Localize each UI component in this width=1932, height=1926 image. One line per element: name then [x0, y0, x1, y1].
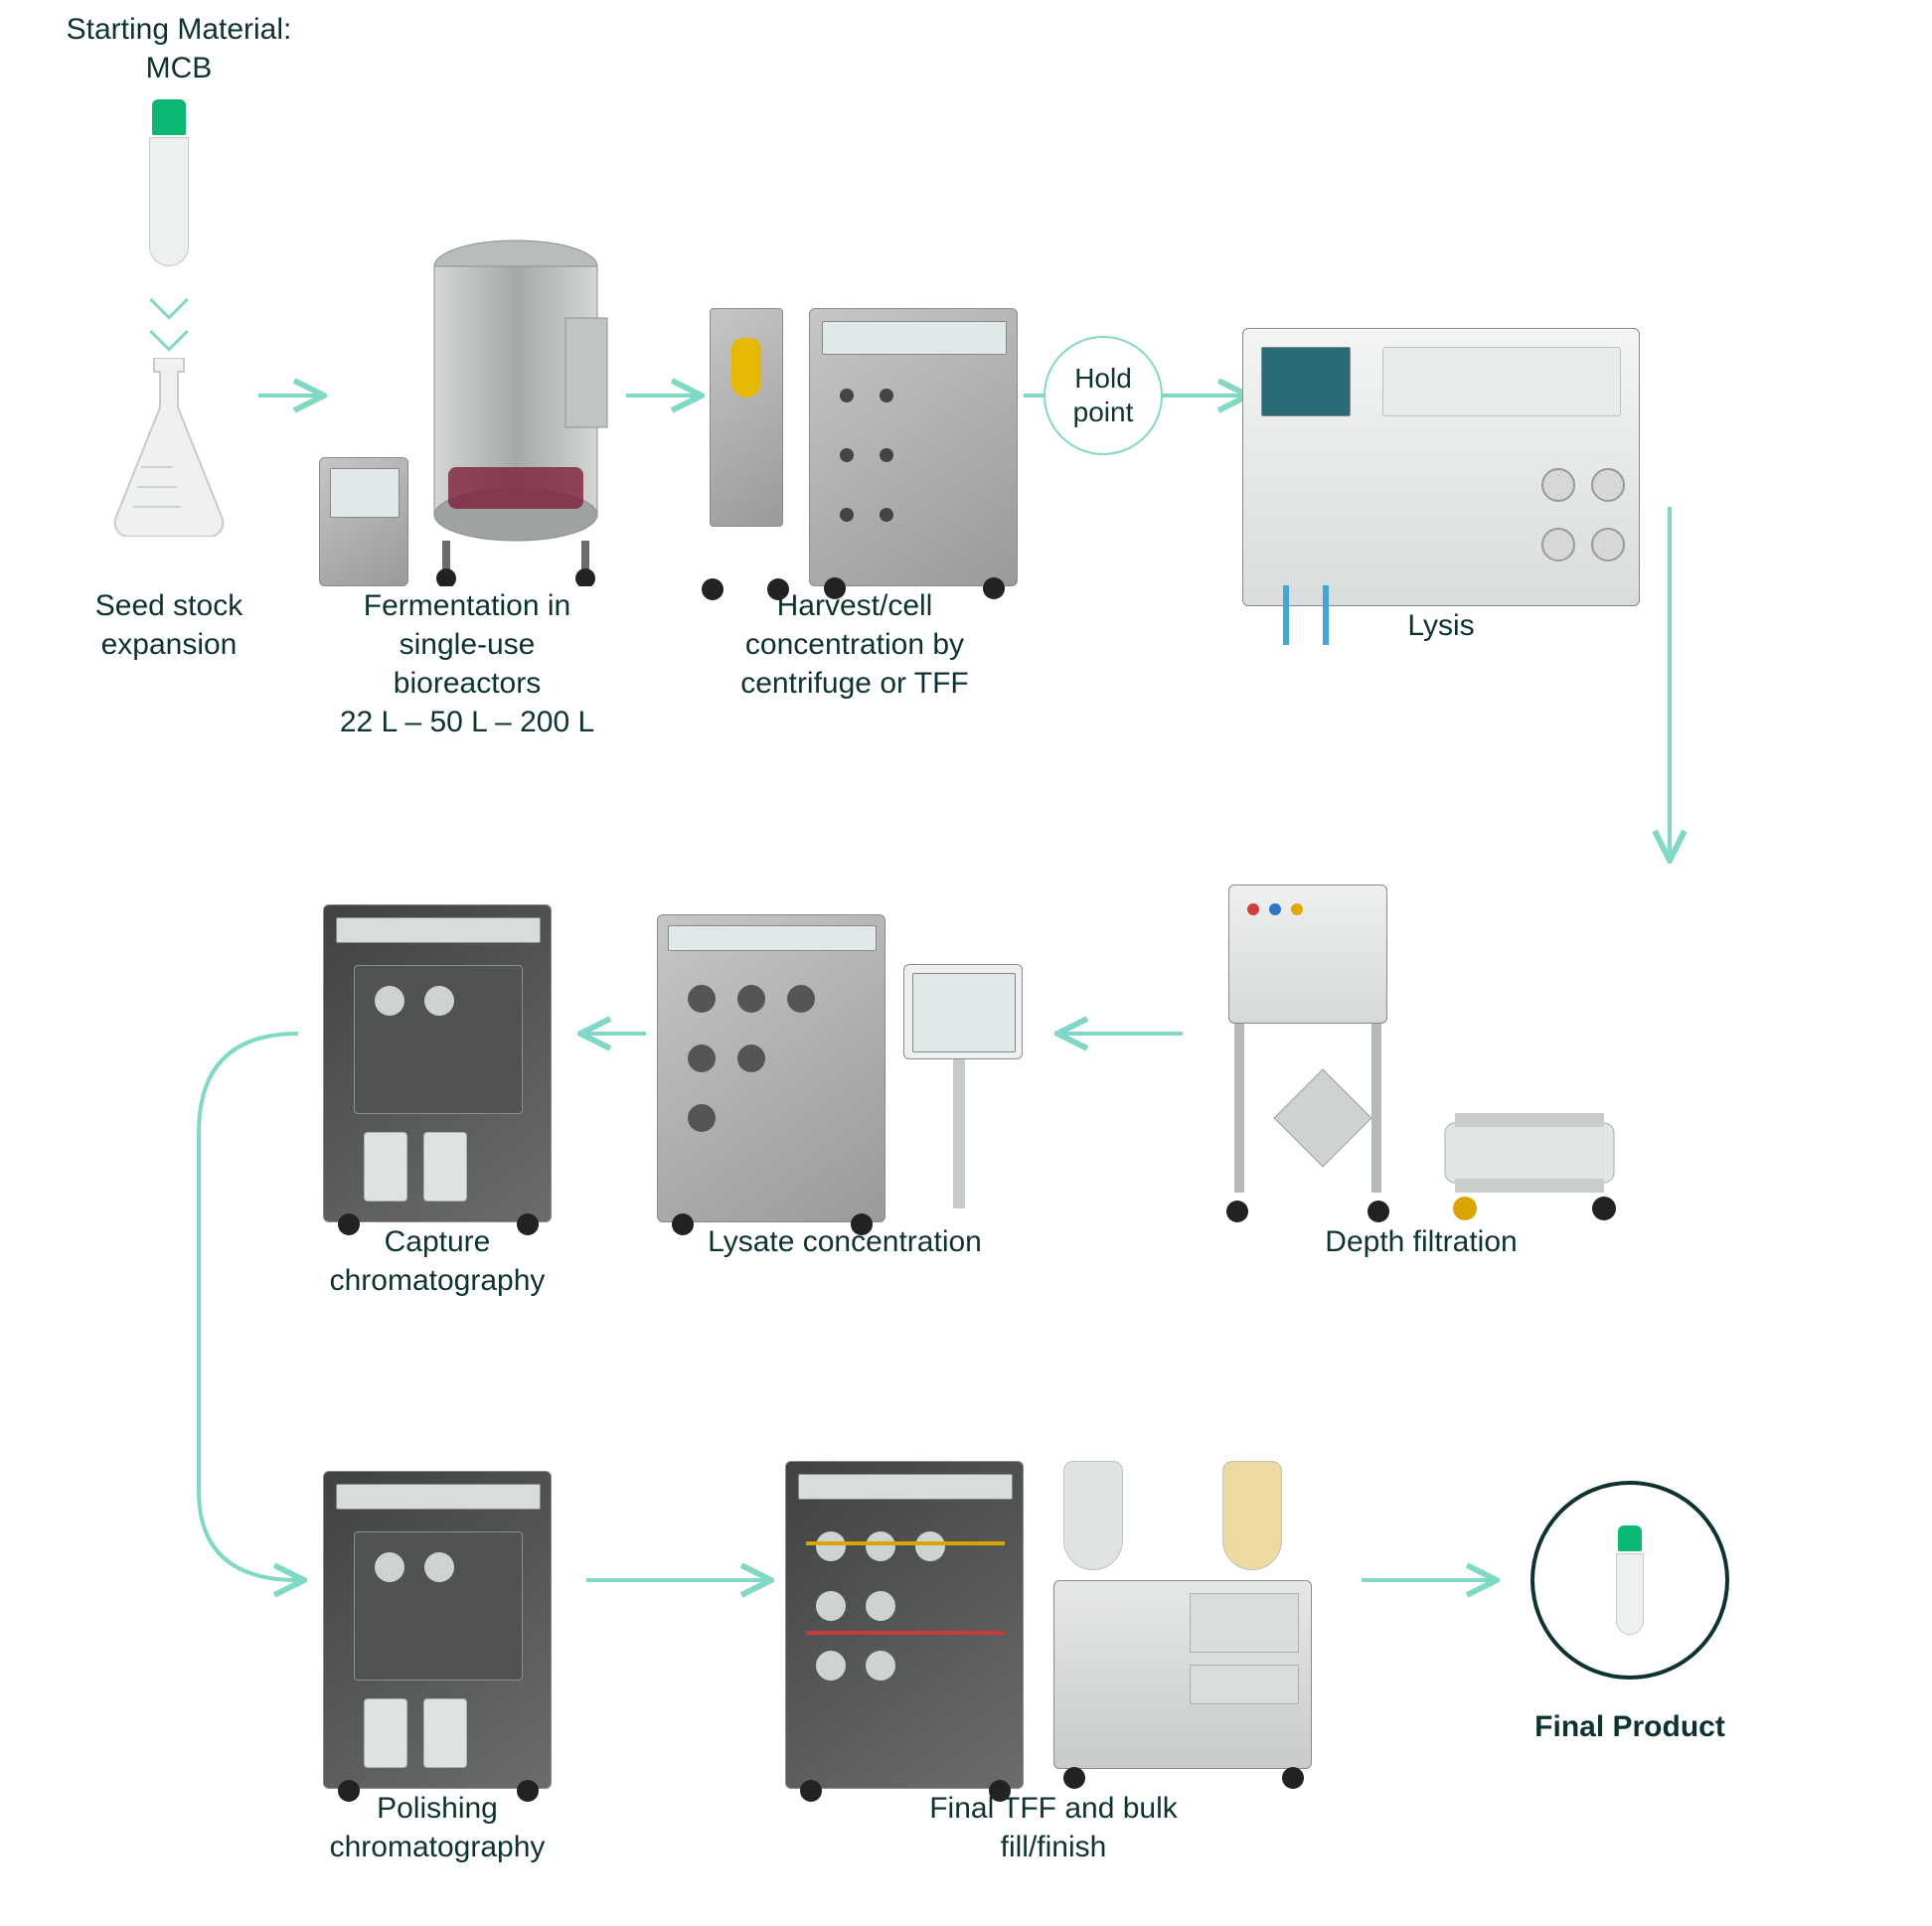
node-final-tff-label: Final TFF and bulk fill/finish	[929, 1789, 1178, 1866]
node-polish: Polishing chromatography	[288, 1431, 586, 1866]
header-label: Starting Material: MCB	[67, 10, 292, 87]
node-capture-label: Capture chromatography	[330, 1222, 546, 1300]
node-fermentation-label: Fermentation in single-use bioreactors 2…	[340, 586, 594, 741]
vial-icon	[147, 99, 191, 268]
node-harvest: Harvest/cell concentration by centrifuge…	[676, 209, 1034, 703]
node-lysate-concentration: Lysate concentration	[636, 855, 1053, 1261]
akta-small-icon	[323, 865, 552, 1222]
chevron-down-icon	[149, 312, 189, 352]
process-flow-diagram: Starting Material: MCB Seed stock expans…	[0, 0, 1932, 1926]
akta-small-icon	[323, 1431, 552, 1789]
bioreactor-icon	[319, 199, 615, 586]
akta-monitor-icon	[657, 855, 1033, 1222]
node-polish-label: Polishing chromatography	[330, 1789, 546, 1866]
node-seed: Seed stock expansion	[30, 89, 308, 664]
flask-icon	[99, 358, 239, 537]
node-depth: Depth filtration	[1173, 865, 1670, 1261]
node-harvest-label: Harvest/cell concentration by centrifuge…	[740, 586, 969, 703]
lysis-unit-icon	[1242, 219, 1640, 606]
hold-point-label: Hold point	[1073, 362, 1134, 428]
node-fermentation: Fermentation in single-use bioreactors 2…	[298, 199, 636, 741]
tff-cart-icon	[692, 209, 1018, 586]
vial-icon	[1615, 1525, 1645, 1635]
node-seed-label: Seed stock expansion	[95, 586, 242, 664]
node-lysate-concentration-label: Lysate concentration	[708, 1222, 982, 1261]
depth-filter-icon	[1199, 865, 1644, 1222]
node-lysis: Lysis	[1232, 219, 1650, 645]
node-depth-label: Depth filtration	[1325, 1222, 1517, 1261]
node-final-product-label: Final Product	[1534, 1707, 1725, 1746]
final-product-circle	[1530, 1481, 1729, 1680]
hold-point: Hold point	[1044, 336, 1163, 455]
node-lysis-label: Lysis	[1407, 606, 1474, 645]
final-tff-icon	[785, 1411, 1322, 1789]
node-capture: Capture chromatography	[288, 865, 586, 1300]
header-starting-material: Starting Material: MCB	[40, 10, 318, 87]
node-final-product: Final Product	[1481, 1481, 1779, 1746]
node-final-tff: Final TFF and bulk fill/finish	[755, 1411, 1352, 1866]
